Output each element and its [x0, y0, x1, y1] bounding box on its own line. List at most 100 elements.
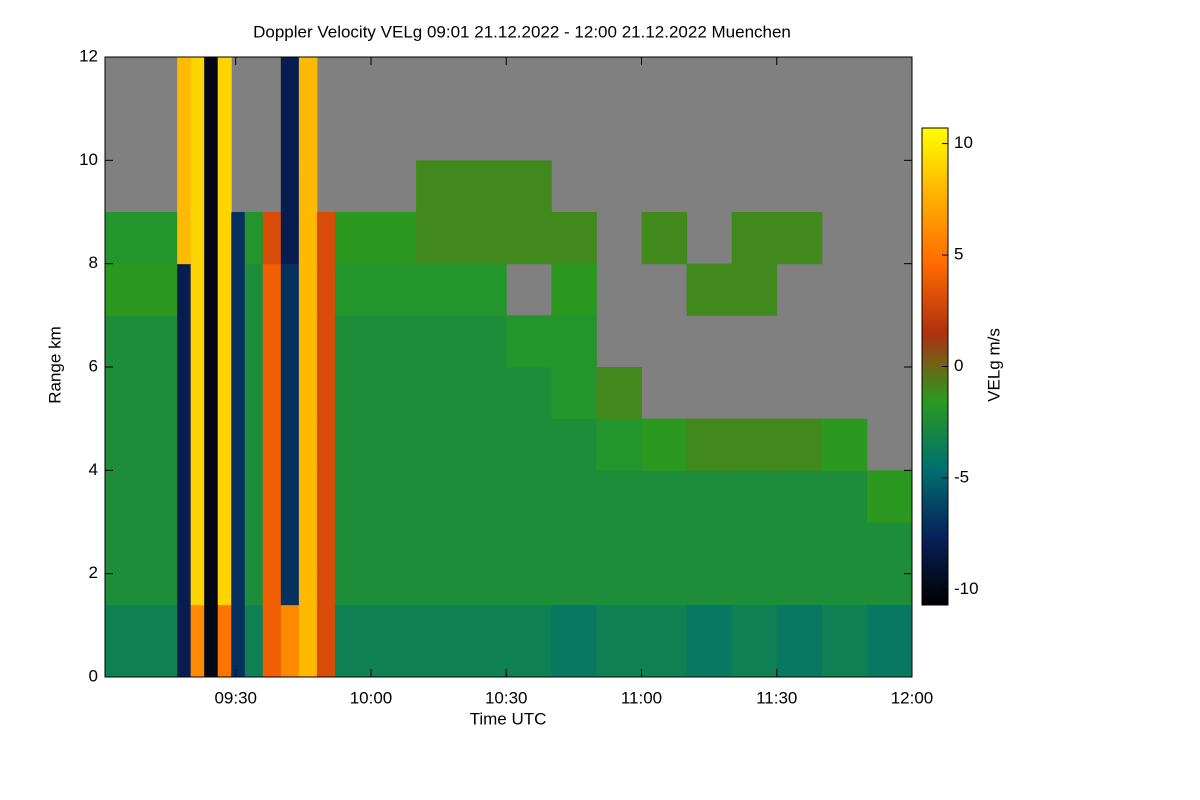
heatmap-cell — [506, 315, 552, 368]
heatmap-cell — [204, 108, 219, 161]
chart-title: Doppler Velocity VELg 09:01 21.12.2022 -… — [253, 22, 791, 41]
heatmap-cell — [298, 108, 318, 161]
heatmap-cell — [416, 418, 462, 471]
heatmap-cell — [461, 522, 507, 575]
heatmap-cell — [298, 522, 318, 575]
heatmap-cell — [731, 522, 778, 575]
heatmap-cell — [316, 573, 336, 606]
x-tick-label: 11:00 — [621, 688, 662, 707]
heatmap-cell — [298, 160, 318, 213]
heatmap-cell — [866, 604, 913, 678]
heatmap-cell — [190, 367, 205, 420]
heatmap-cell — [177, 367, 192, 420]
heatmap-cell — [244, 470, 264, 523]
heatmap-cell — [177, 57, 192, 110]
heatmap-cell — [686, 604, 733, 678]
heatmap-cell — [731, 604, 778, 678]
heatmap-cell — [370, 470, 417, 523]
heatmap-cell — [686, 418, 733, 471]
heatmap-cell — [177, 470, 192, 523]
x-tick-label: 12:00 — [891, 688, 934, 707]
heatmap-cell — [334, 263, 372, 316]
heatmap-cell — [190, 212, 205, 265]
heatmap-cell — [298, 470, 318, 523]
heatmap-cell — [105, 470, 178, 523]
heatmap-cell — [231, 367, 246, 420]
heatmap-cell — [280, 573, 300, 606]
heatmap-cell — [416, 470, 462, 523]
heatmap-cell — [316, 470, 336, 523]
heatmap-cell — [776, 522, 823, 575]
y-tick-label: 8 — [89, 253, 98, 272]
heatmap-cell — [244, 263, 264, 316]
heatmap-cell — [190, 263, 205, 316]
heatmap-cell — [551, 367, 597, 420]
heatmap-cell — [316, 263, 336, 316]
colorbar-tick-label: 5 — [954, 245, 963, 264]
heatmap-cell — [370, 315, 417, 368]
heatmap-cell — [217, 108, 232, 161]
heatmap-cell — [280, 108, 300, 161]
heatmap-cell — [217, 470, 232, 523]
heatmap-cell — [298, 263, 318, 316]
heatmap-cell — [731, 470, 778, 523]
heatmap-cell — [231, 263, 246, 316]
y-tick-label: 0 — [89, 666, 98, 685]
heatmap-cell — [416, 263, 462, 316]
heatmap-cell — [177, 108, 192, 161]
heatmap-cell — [370, 212, 417, 265]
heatmap-cell — [217, 160, 232, 213]
heatmap-cell — [190, 160, 205, 213]
heatmap-cell — [298, 315, 318, 368]
heatmap-cell — [244, 573, 264, 606]
heatmap-cell — [461, 573, 507, 606]
heatmap-cell — [641, 604, 688, 678]
heatmap-cell — [262, 367, 282, 420]
heatmap-cell — [596, 522, 642, 575]
heatmap-cell — [231, 212, 246, 265]
heatmap-cell — [190, 108, 205, 161]
heatmap-cell — [231, 470, 246, 523]
heatmap-cell — [506, 418, 552, 471]
heatmap-cell — [190, 418, 205, 471]
y-tick-label: 4 — [89, 460, 98, 479]
heatmap-cell — [461, 263, 507, 316]
heatmap-cell — [776, 573, 823, 606]
heatmap-cell — [370, 604, 417, 678]
heatmap-cell — [280, 315, 300, 368]
heatmap-cell — [731, 418, 778, 471]
heatmap-cell — [177, 573, 192, 606]
heatmap-cell — [190, 604, 205, 678]
heatmap-cell — [416, 160, 462, 213]
heatmap-cell — [204, 470, 219, 523]
heatmap-cell — [280, 470, 300, 523]
heatmap-cell — [551, 604, 597, 678]
heatmap-cell — [776, 470, 823, 523]
heatmap-cell — [506, 573, 552, 606]
heatmap-cell — [262, 604, 282, 678]
heatmap-cell — [334, 367, 372, 420]
y-tick-label: 2 — [89, 563, 98, 582]
heatmap-cell — [551, 522, 597, 575]
heatmap-cell — [217, 573, 232, 606]
heatmap-cell — [416, 315, 462, 368]
heatmap-cell — [686, 573, 733, 606]
heatmap-cell — [177, 263, 192, 316]
heatmap-cell — [866, 522, 913, 575]
heatmap-cell — [177, 418, 192, 471]
heatmap-cell — [316, 522, 336, 575]
heatmap-cell — [177, 160, 192, 213]
heatmap-cell — [461, 470, 507, 523]
colorbar-label: VELg m/s — [984, 328, 1003, 402]
heatmap-cell — [686, 470, 733, 523]
heatmap-cell — [641, 573, 688, 606]
heatmap-cell — [370, 263, 417, 316]
heatmap-cell — [190, 57, 205, 110]
heatmap-cell — [334, 418, 372, 471]
heatmap-cell — [316, 212, 336, 265]
heatmap-cell — [551, 573, 597, 606]
heatmap-cell — [204, 315, 219, 368]
heatmap-cell — [217, 418, 232, 471]
y-tick-label: 10 — [79, 150, 98, 169]
heatmap-cell — [506, 367, 552, 420]
